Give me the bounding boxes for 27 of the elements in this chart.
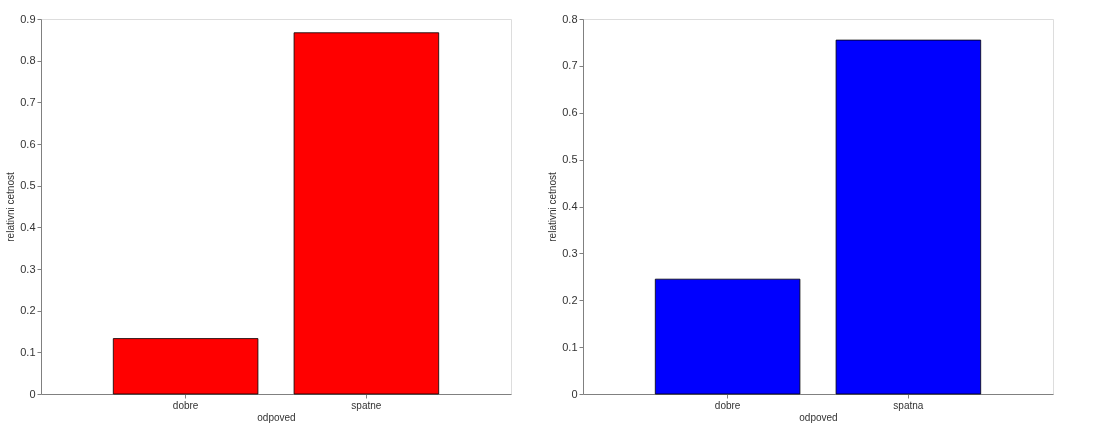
y-tick-label: 0 bbox=[29, 387, 36, 400]
y-tick-label: 0.7 bbox=[562, 59, 578, 72]
x-axis-title: odpoved bbox=[257, 411, 296, 423]
y-tick-label: 0.8 bbox=[20, 54, 36, 67]
y-axis-title: relativni cetnost bbox=[5, 172, 17, 242]
y-tick-label: 0.6 bbox=[20, 137, 36, 150]
y-tick-label: 0 bbox=[571, 387, 578, 400]
y-tick-label: 0.8 bbox=[562, 12, 578, 25]
y-tick-label: 0.2 bbox=[20, 304, 36, 317]
y-tick-label: 0.1 bbox=[562, 340, 578, 353]
x-axis-title: odpoved bbox=[799, 411, 838, 423]
y-axis-title: relativni cetnost bbox=[547, 172, 559, 242]
y-tick-label: 0.5 bbox=[20, 179, 36, 192]
y-tick-label: 0.4 bbox=[20, 220, 36, 233]
y-tick-label: 0.5 bbox=[562, 153, 578, 166]
y-tick-label: 0.2 bbox=[562, 293, 578, 306]
y-tick-label: 0.6 bbox=[562, 106, 578, 119]
x-tick-label: spatne bbox=[351, 399, 382, 411]
y-tick-label: 0.1 bbox=[20, 345, 36, 358]
y-tick-label: 0.7 bbox=[20, 95, 36, 108]
y-tick-label: 0.3 bbox=[20, 262, 36, 275]
x-tick-label: spatna bbox=[893, 399, 924, 411]
y-tick-label: 0.9 bbox=[20, 12, 36, 25]
x-tick-label: dobre bbox=[172, 399, 199, 411]
x-tick-label: dobre bbox=[714, 399, 741, 411]
y-tick-label: 0.4 bbox=[562, 200, 578, 212]
y-tick-label: 0.3 bbox=[562, 246, 578, 259]
